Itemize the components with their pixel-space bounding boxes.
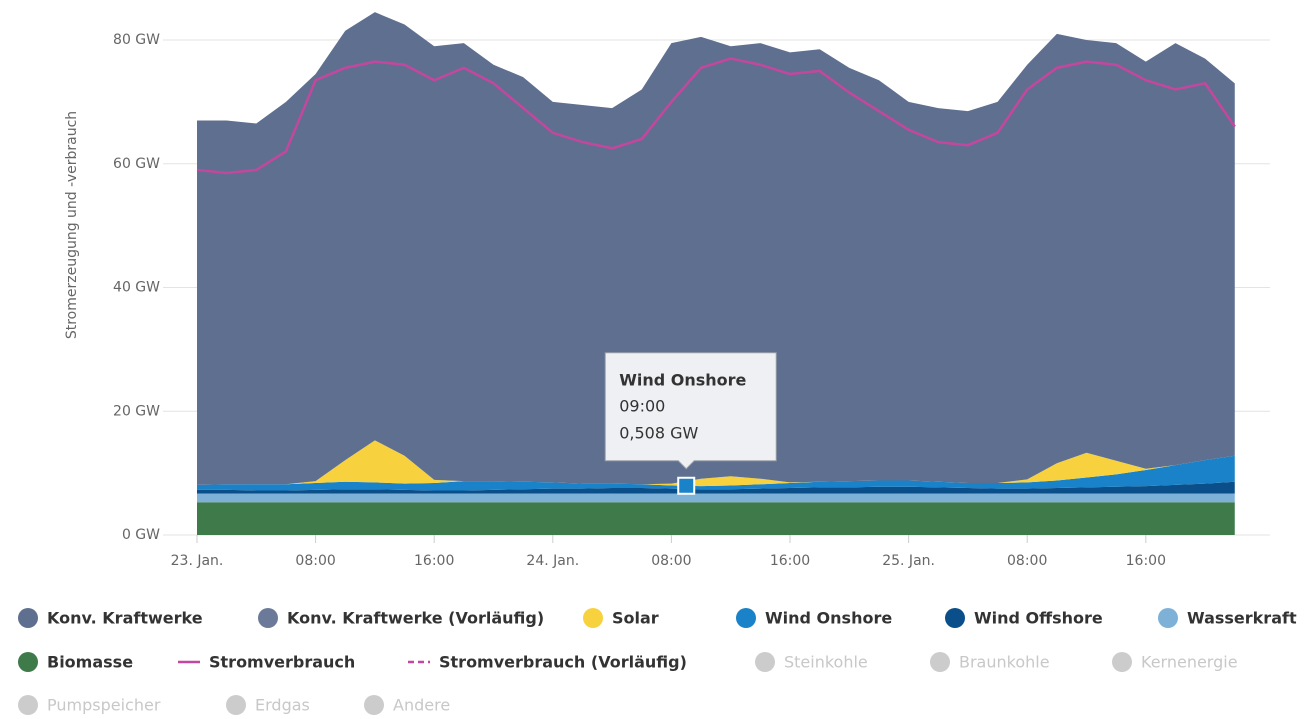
x-tick-label: 16:00	[414, 553, 454, 569]
legend-marker	[945, 608, 965, 628]
y-tick-label: 20 GW	[113, 403, 160, 419]
legend-label: Kernenergie	[1141, 653, 1238, 672]
tooltip-time: 09:00	[619, 396, 665, 415]
legend-item: Solar	[583, 608, 659, 628]
tooltip-title: Wind Onshore	[619, 370, 746, 389]
legend-item: Braunkohle	[930, 652, 1050, 672]
tooltip-box	[604, 352, 777, 470]
area	[197, 12, 1235, 485]
x-tick-label: 25. Jan.	[882, 553, 935, 569]
legend-item: Stromverbrauch (Vorläufig)	[408, 653, 687, 672]
legend-label: Konv. Kraftwerke	[47, 609, 203, 628]
legend-marker	[736, 608, 756, 628]
area	[197, 455, 1235, 491]
y-axis-label: Stromerzeugung und -verbrauch	[64, 111, 80, 339]
legend-label: Wind Offshore	[974, 609, 1103, 628]
legend-label: Pumpspeicher	[47, 696, 161, 715]
legend-marker	[930, 652, 950, 672]
area	[197, 502, 1235, 535]
area	[197, 440, 1235, 487]
legend-label: Biomasse	[47, 653, 133, 672]
legend-label: Stromverbrauch	[209, 653, 355, 672]
y-tick-label: 80 GW	[113, 32, 160, 48]
legend-marker	[258, 608, 278, 628]
legend-marker	[755, 652, 775, 672]
x-tick-label: 16:00	[1126, 553, 1166, 569]
legend-item: Andere	[364, 695, 450, 715]
legend-item: Erdgas	[226, 695, 310, 715]
legend-marker	[1158, 608, 1178, 628]
legend-marker	[364, 695, 384, 715]
area	[197, 481, 1235, 494]
legend-marker	[18, 652, 38, 672]
y-tick-label: 0 GW	[122, 527, 160, 543]
x-tick-label: 08:00	[651, 553, 691, 569]
legend-marker	[18, 608, 38, 628]
legend-label: Wind Onshore	[765, 609, 892, 628]
legend-item: Stromverbrauch	[178, 653, 355, 672]
x-tick-label: 08:00	[1007, 553, 1047, 569]
legend-label: Braunkohle	[959, 653, 1050, 672]
legend-item: Konv. Kraftwerke	[18, 608, 203, 628]
legend-label: Stromverbrauch (Vorläufig)	[439, 653, 687, 672]
legend-item: Wind Offshore	[945, 608, 1103, 628]
legend-label: Solar	[612, 609, 659, 628]
legend-item: Kernenergie	[1112, 652, 1238, 672]
legend-label: Konv. Kraftwerke (Vorläufig)	[287, 609, 544, 628]
legend-item: Konv. Kraftwerke (Vorläufig)	[258, 608, 544, 628]
x-tick-label: 24. Jan.	[526, 553, 579, 569]
line	[196, 57, 1236, 175]
legend-label: Steinkohle	[784, 653, 868, 672]
legend-item: Biomasse	[18, 652, 133, 672]
legend-item: Wind Onshore	[736, 608, 892, 628]
legend-item: Steinkohle	[755, 652, 868, 672]
legend-marker	[18, 695, 38, 715]
y-tick-label: 60 GW	[113, 156, 160, 172]
x-tick-label: 23. Jan.	[171, 553, 224, 569]
x-tick-label: 08:00	[295, 553, 335, 569]
legend-label: Wasserkraft	[1187, 609, 1297, 628]
legend-marker	[226, 695, 246, 715]
legend-marker	[583, 608, 603, 628]
legend-label: Andere	[393, 696, 450, 715]
legend-marker	[1112, 652, 1132, 672]
tooltip-value: 0,508 GW	[619, 423, 698, 442]
legend-item: Pumpspeicher	[18, 695, 161, 715]
y-tick-label: 40 GW	[113, 280, 160, 296]
tooltip-marker	[677, 476, 696, 495]
x-tick-label: 16:00	[770, 553, 810, 569]
legend-label: Erdgas	[255, 696, 310, 715]
legend-item: Wasserkraft	[1158, 608, 1297, 628]
area	[197, 493, 1235, 503]
